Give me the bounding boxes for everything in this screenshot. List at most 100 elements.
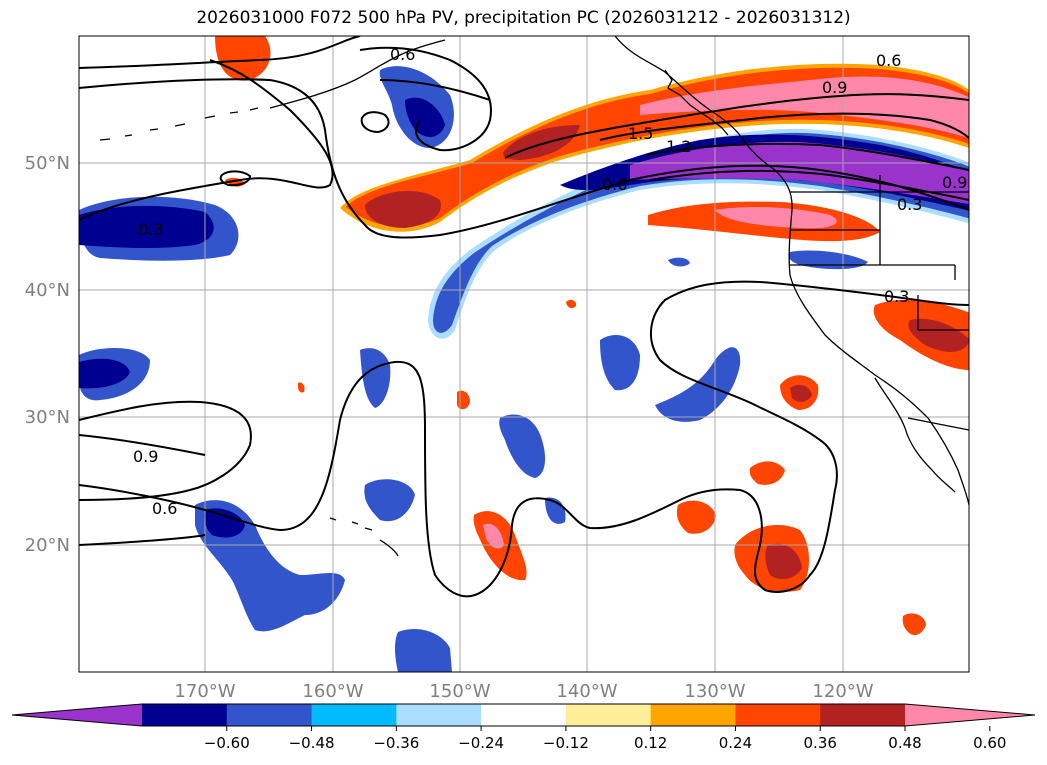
colorbar-swatch [226, 704, 313, 726]
precip-band-pink [640, 76, 969, 139]
colorbar-swatch [311, 704, 397, 726]
pv-contour-m [79, 534, 206, 546]
pv-contour-g [644, 142, 969, 171]
contour-label-5: 0.6 [602, 175, 627, 194]
precip-alaska-navy [405, 97, 445, 137]
lat-label-50n: 50°N [25, 153, 70, 174]
pv-contour-o [219, 170, 252, 187]
pv-contours [79, 36, 969, 598]
pv-contour-h [649, 169, 969, 201]
colorbar-outline [11, 703, 1036, 727]
precip-neg-blob-1 [364, 479, 415, 522]
precip-pos-blob-3 [676, 500, 716, 534]
colorbar-tick-label: −0.60 [204, 734, 250, 752]
pv-contour-f [599, 112, 969, 141]
lon-label-150w: 150°W [429, 681, 490, 702]
lat-label-40n: 40°N [25, 280, 70, 301]
contour-label-2: 0.9 [822, 78, 847, 97]
map-title: 2026031000 F072 500 hPa PV, precipitatio… [196, 8, 851, 28]
coastline-baja [874, 377, 956, 493]
latitude-labels: 50°N 40°N 30°N 20°N [25, 153, 70, 556]
colorbar-tick-label: 0.36 [804, 734, 837, 752]
pv-contour-k [79, 434, 206, 456]
precip-pos-blob-8 [457, 390, 470, 410]
colorbar-tick-label: 0.24 [719, 734, 752, 752]
colorbar-extend-high [905, 704, 1035, 726]
pv-contour-l [79, 280, 969, 598]
precip-pos-blob-5-red [790, 384, 812, 402]
contour-label-1: 0.6 [390, 45, 415, 64]
hawaiian-islands [329, 517, 399, 557]
contour-label-9: 0.3 [884, 287, 909, 306]
precip-neg-blob-2 [499, 414, 546, 478]
precip-neg-blob-5 [360, 348, 391, 408]
lon-label-160w: 160°W [302, 681, 363, 702]
lat-label-20n: 20°N [25, 535, 70, 556]
pv-contour-b [79, 78, 969, 239]
precip-neg-blob-4 [655, 347, 741, 422]
contour-label-4: 1.2 [666, 137, 691, 156]
colorbar-swatch [565, 704, 652, 726]
pv-contour-j [79, 400, 252, 501]
precip-nw-positive [215, 36, 271, 81]
colorbar-swatch [650, 704, 736, 726]
contour-label-11: 0.6 [152, 499, 177, 518]
precip-pos-blob-2-red [765, 543, 802, 580]
colorbar-tick-label: −0.48 [289, 734, 335, 752]
precip-west-navy [79, 205, 214, 249]
colorbar-tick-label: −0.24 [458, 734, 504, 752]
colorbar-tick-label: 0.48 [888, 734, 921, 752]
pv-contour-a [79, 36, 361, 69]
colorbar-tick-label: 0.12 [634, 734, 667, 752]
precip-oregon-pink [715, 207, 837, 229]
lon-label-120w: 120°W [812, 681, 873, 702]
pv-contour-c [79, 59, 334, 221]
gridlines [79, 36, 969, 672]
coastline-southeast-alaska [664, 69, 729, 136]
contour-label-6: 0.9 [942, 173, 967, 192]
map-frame [78, 35, 970, 673]
contour-label-10: 0.9 [133, 447, 158, 466]
precip-pos-blob-1-pink [483, 523, 504, 549]
precip-band-red [365, 125, 580, 228]
precip-left-navy [79, 358, 130, 389]
colorbar-tick-label: 0.60 [973, 734, 1006, 752]
precip-hawaii-navy [204, 508, 245, 538]
precip-pos-blob-9 [297, 382, 305, 393]
lon-label-130w: 130°W [684, 681, 745, 702]
contour-label-7: 0.3 [897, 195, 922, 214]
contour-label-12: 0.6 [876, 51, 901, 70]
pv-contour-n [360, 111, 390, 134]
longitude-labels: 170°W 160°W 150°W 140°W 130°W 120°W [174, 681, 873, 702]
precip-shading [79, 36, 969, 672]
contour-label-3: 1.5 [628, 124, 653, 143]
lon-label-170w: 170°W [174, 681, 235, 702]
precip-neg-blob-8 [668, 257, 690, 267]
pv-contour-i [379, 79, 491, 101]
precip-pos-blob-6-red [908, 318, 969, 352]
colorbar-swatch [481, 704, 567, 726]
us-state-borders [790, 175, 969, 331]
precip-neg-blob-7 [395, 628, 452, 672]
precip-neg-blob-3 [600, 335, 640, 391]
coastline-north-america [614, 36, 969, 506]
pv-contour-labels: 0.6 0.9 1.5 1.2 0.6 0.9 0.3 0.3 0.3 0.9 … [133, 45, 967, 518]
contour-label-8: 0.3 [138, 220, 163, 239]
precip-pos-blob-10 [566, 299, 577, 309]
colorbar-swatch [820, 704, 906, 726]
precip-neg-blob-9 [788, 250, 868, 270]
pv-contour-e [504, 93, 969, 159]
colorbar-tick-label: −0.36 [373, 734, 419, 752]
colorbar-swatch [396, 704, 482, 726]
colorbar-tick-label: −0.12 [543, 734, 589, 752]
precip-pos-blob-7 [902, 613, 926, 636]
colorbar: −0.60 −0.48 −0.36 −0.24 −0.12 0.12 0.24 0.36 0.4… [11, 703, 1036, 752]
precip-pos-blob-4 [749, 461, 785, 485]
pv-contour-d [359, 46, 492, 152]
aleutian-islands [99, 107, 259, 141]
colorbar-swatch [142, 704, 228, 726]
us-mexico-border [907, 417, 969, 431]
lon-label-140w: 140°W [556, 681, 617, 702]
colorbar-swatch [735, 704, 821, 726]
